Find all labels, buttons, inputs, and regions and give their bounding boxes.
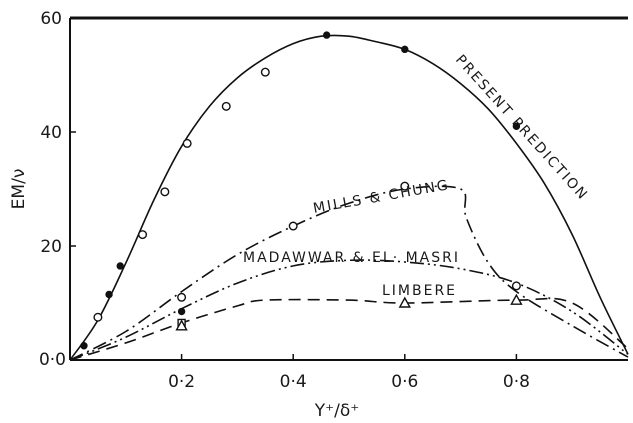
madawwar-el-masri-curve (69, 259, 629, 361)
data-point-open (511, 281, 521, 291)
data-point-triangle (398, 296, 411, 308)
x-tick-label: 0·2 (168, 372, 195, 392)
data-point-open (182, 138, 192, 148)
x-tick-label: 0·6 (391, 372, 418, 392)
data-point-open (177, 292, 187, 302)
origin-tick-label: 0·0 (39, 350, 66, 370)
data-point-filled (177, 307, 186, 316)
annotation-limbere: LIMBERE (382, 283, 457, 299)
data-point-filled (512, 122, 521, 131)
data-point-open (221, 101, 231, 111)
data-point-open (400, 181, 410, 191)
annotation-madawwar-el-masri: MADAWWAR & EL· MASRI (243, 250, 460, 266)
data-point-open (160, 187, 170, 197)
data-point-triangle (175, 319, 188, 331)
data-point-open (93, 312, 103, 322)
data-point-open (288, 221, 298, 231)
y-tick-label: 40 (40, 123, 62, 143)
data-point-filled (401, 45, 409, 54)
x-tick-label: 0·4 (280, 372, 307, 392)
y-axis-title: EM/ν (9, 169, 29, 210)
x-tick-label: 0·8 (503, 372, 530, 392)
data-point-open (138, 230, 148, 240)
mills-chung-curve (69, 185, 629, 361)
data-point-filled (80, 342, 88, 350)
data-point-open (260, 67, 270, 77)
y-tick-label: 20 (40, 237, 62, 257)
data-point-filled (322, 31, 331, 39)
data-point-filled (116, 262, 124, 270)
data-point-filled (105, 290, 113, 299)
y-tick-label: 60 (40, 9, 62, 29)
limbere-curve (69, 297, 629, 361)
annotation-mills-chung: MILLS & CHUNG (312, 177, 451, 217)
annotation-present-prediction: PRESENT PREDICTION (452, 52, 591, 204)
present-prediction-curve (69, 34, 629, 361)
data-point-triangle (510, 293, 523, 305)
x-axis-title: Y⁺/δ⁺ (314, 401, 359, 421)
